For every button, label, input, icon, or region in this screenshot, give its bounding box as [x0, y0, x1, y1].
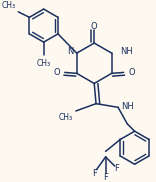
Text: F: F	[103, 173, 108, 182]
Text: CH₃: CH₃	[59, 113, 73, 122]
Text: CH₃: CH₃	[37, 59, 51, 68]
Text: O: O	[128, 68, 135, 77]
Text: O: O	[91, 22, 98, 31]
Text: NH: NH	[120, 47, 133, 56]
Text: NH: NH	[121, 102, 134, 111]
Text: F: F	[114, 164, 119, 173]
Text: CH₃: CH₃	[1, 1, 16, 10]
Text: N: N	[67, 47, 73, 56]
Text: O: O	[54, 68, 60, 77]
Text: F: F	[92, 169, 97, 178]
